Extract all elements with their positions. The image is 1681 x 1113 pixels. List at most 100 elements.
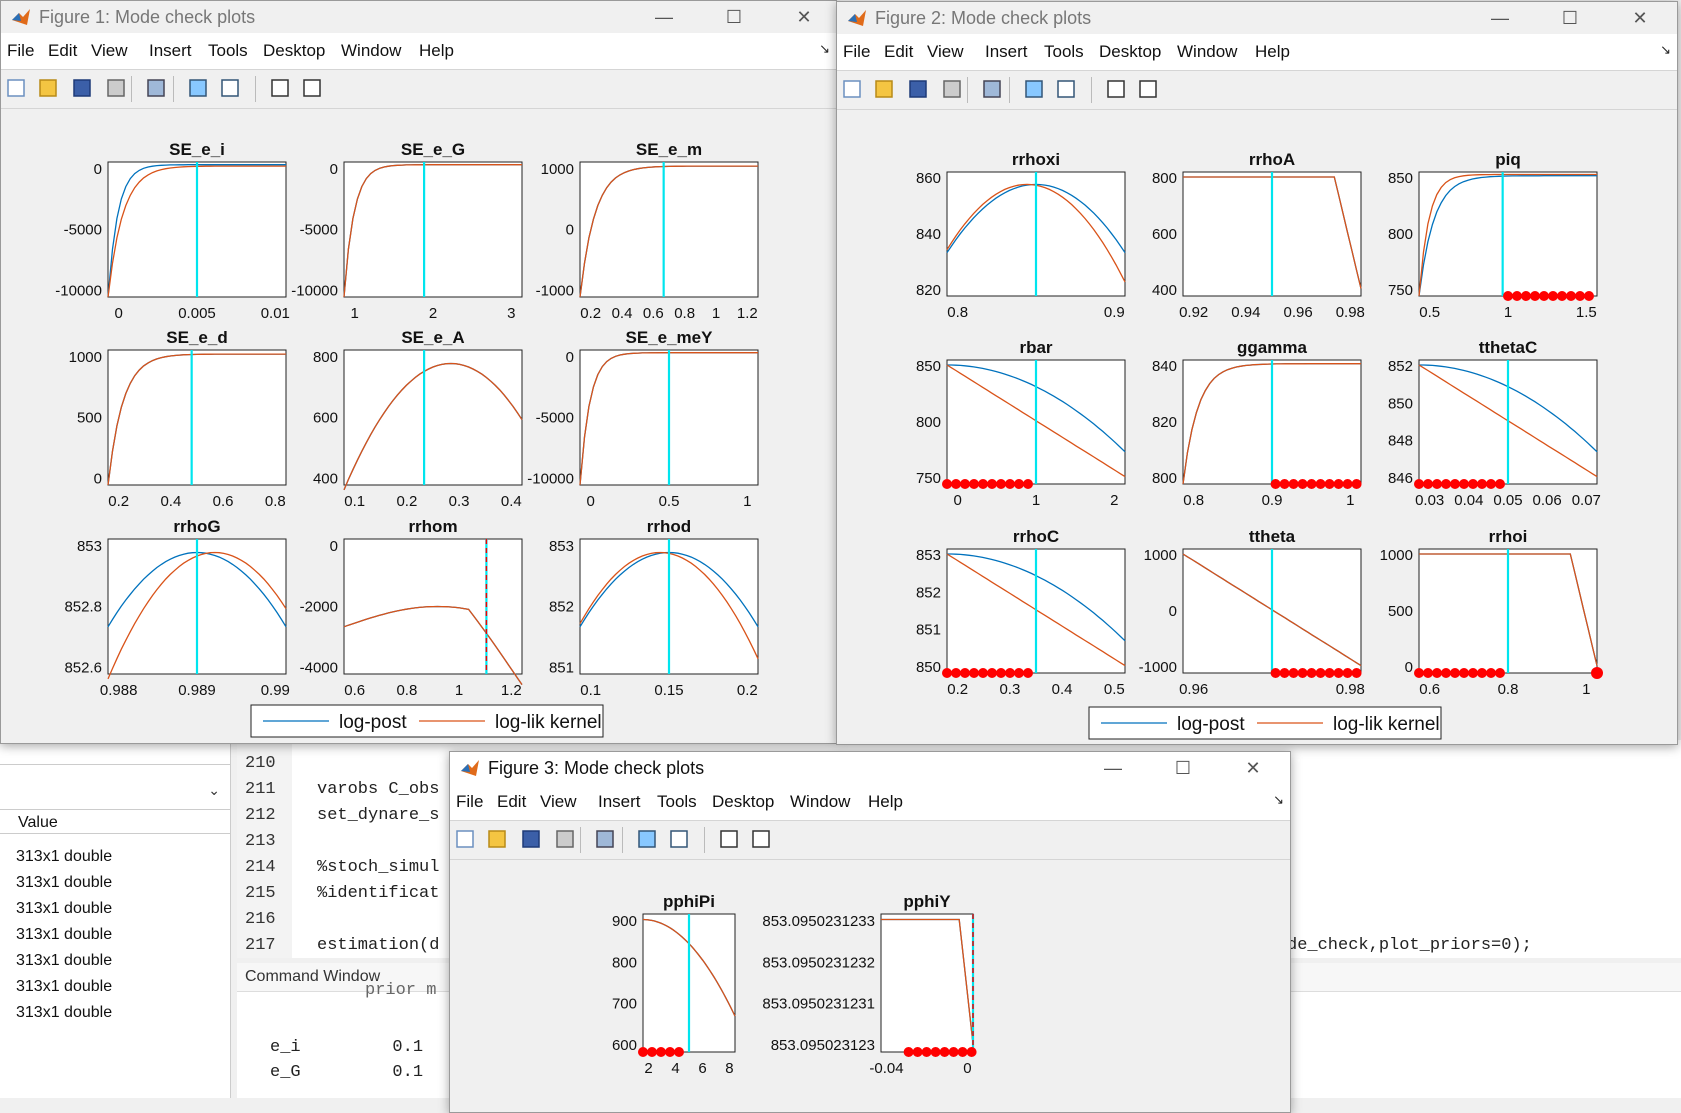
subplot-rrhoxi[interactable]: rrhoxi 0.8 0.9 860 840 820 [916,150,1126,321]
menu-tools[interactable]: Tools [657,792,697,811]
title-bar[interactable]: Figure 3: Mode check plots — ☐ ✕ [450,752,1290,784]
colorbar-icon[interactable] [1023,78,1045,100]
link-plot-icon[interactable] [145,77,167,99]
save-icon[interactable] [520,828,542,850]
subplot-ttheta[interactable]: ttheta 0.96 0.98 1000 0 -1000 [1139,527,1365,698]
maximize-button[interactable]: ☐ [725,7,743,27]
subplot-rrhom[interactable]: rrhom 0.6 0.8 1 1.2 0 -2000 -4000 [300,517,523,699]
close-button[interactable]: ✕ [1632,8,1648,28]
legend-icon[interactable] [1055,78,1077,100]
dock-icon[interactable]: ↘ [1273,792,1284,807]
subplot-SE_e_i[interactable]: SE_e_i 0 0.005 0.01 0 -5000 -10000 [55,140,290,322]
menu-desktop[interactable]: Desktop [1099,42,1162,61]
menu-view[interactable]: View [540,792,577,811]
subplot-pphiY[interactable]: pphiY -0.04 0 853.0950231233 853.0950231232 8… [762,892,977,1077]
property-inspector-icon[interactable] [301,77,323,99]
subplot-rbar[interactable]: rbar 0 1 2 850 800 750 [916,338,1126,509]
menu-view[interactable]: View [927,42,964,61]
menu-tools[interactable]: Tools [1044,42,1084,61]
code-line[interactable]: estimation(d [317,936,440,955]
maximize-button[interactable]: ☐ [1174,758,1192,778]
code-line[interactable]: %identificat [317,884,440,903]
subplot-piq[interactable]: piq 0.5 1 1.5 850 800 750 [1388,150,1598,321]
save-icon[interactable] [907,78,929,100]
workspace-column-value[interactable]: Value [0,809,230,834]
menu-edit[interactable]: Edit [884,42,914,61]
title-bar[interactable]: Figure 2: Mode check plots — ☐ ✕ [837,2,1677,34]
menu-insert[interactable]: Insert [149,41,192,60]
open-file-icon[interactable] [37,77,59,99]
workspace-value[interactable]: 313x1 double [16,952,113,969]
title-bar[interactable]: Figure 1: Mode check plots — ☐ ✕ [1,1,836,33]
menu-window[interactable]: Window [1177,42,1238,61]
workspace-value[interactable]: 313x1 double [16,1004,113,1021]
workspace-value[interactable]: 313x1 double [16,900,113,917]
link-plot-icon[interactable] [981,78,1003,100]
link-plot-icon[interactable] [594,828,616,850]
menu-help[interactable]: Help [868,792,903,811]
subplot-ggamma[interactable]: ggamma 0.8 0.9 1 840 820 800 [1152,338,1362,509]
close-button[interactable]: ✕ [796,7,812,27]
subplot-rrhod[interactable]: rrhod 0.1 0.15 0.2 853 852 851 [549,517,759,699]
menu-insert[interactable]: Insert [598,792,641,811]
code-line[interactable]: %stoch_simul [317,858,440,877]
code-line[interactable]: varobs C_obs [317,780,440,799]
dock-icon[interactable]: ↘ [1660,42,1671,57]
menu-file[interactable]: File [7,41,35,60]
figure-2-window[interactable]: Figure 2: Mode check plots — ☐ ✕ File Edi… [836,1,1678,745]
menu-edit[interactable]: Edit [48,41,78,60]
menu-insert[interactable]: Insert [985,42,1028,61]
print-icon[interactable] [105,77,127,99]
dock-icon[interactable]: ↘ [819,41,830,56]
menu-view[interactable]: View [91,41,128,60]
legend[interactable]: log-post log-lik kernel [1088,706,1442,740]
print-icon[interactable] [941,78,963,100]
subplot-rrhoC[interactable]: rrhoC 0.2 0.3 0.4 0.5 853 852 851 850 [916,527,1126,698]
menu-help[interactable]: Help [1255,42,1290,61]
figure-3-window[interactable]: Figure 3: Mode check plots — ☐ ✕ File Edi… [449,751,1291,1113]
figure-1-window[interactable]: Figure 1: Mode check plots — ☐ ✕ File Edi… [0,0,837,744]
property-inspector-icon[interactable] [750,828,772,850]
menu-file[interactable]: File [843,42,871,61]
new-figure-icon[interactable] [5,77,27,99]
subplot-SE_e_m[interactable]: SE_e_m 0.2 0.4 0.6 0.8 1 1.2 1000 0 -1000 [536,140,759,322]
property-inspector-icon[interactable] [1137,78,1159,100]
workspace-value[interactable]: 313x1 double [16,874,113,891]
menu-desktop[interactable]: Desktop [712,792,775,811]
workspace-value[interactable]: 313x1 double [16,978,113,995]
save-icon[interactable] [71,77,93,99]
subplot-pphiPi[interactable]: pphiPi 2 4 6 8 900 800 700 600 [612,892,736,1077]
legend[interactable]: log-post log-lik kernel [250,704,604,738]
chevron-down-icon[interactable]: ⌄ [208,782,220,798]
code-line-tail[interactable]: de_check,plot_priors=0); [1287,936,1532,955]
edit-plot-icon[interactable] [269,77,291,99]
close-button[interactable]: ✕ [1245,758,1261,778]
menu-file[interactable]: File [456,792,484,811]
legend-icon[interactable] [668,828,690,850]
print-icon[interactable] [554,828,576,850]
edit-plot-icon[interactable] [718,828,740,850]
new-figure-icon[interactable] [841,78,863,100]
subplot-SE_e_G[interactable]: SE_e_G 1 2 3 0 -5000 -10000 [291,140,523,322]
subplot-tthetaC[interactable]: tthetaC 0.03 0.04 0.05 0.06 0.07 852 850 848 846 [1388,338,1601,509]
edit-plot-icon[interactable] [1105,78,1127,100]
subplot-rrhoA[interactable]: rrhoA 0.92 0.94 0.96 0.98 800 600 400 [1152,150,1365,321]
open-file-icon[interactable] [486,828,508,850]
colorbar-icon[interactable] [187,77,209,99]
subplot-SE_e_d[interactable]: SE_e_d 0.2 0.4 0.6 0.8 1000 500 0 [69,328,287,510]
menu-edit[interactable]: Edit [497,792,527,811]
minimize-button[interactable]: — [1491,8,1509,28]
menu-desktop[interactable]: Desktop [263,41,326,60]
code-line[interactable]: set_dynare_s [317,806,440,825]
subplot-rrhoi[interactable]: rrhoi 0.6 0.8 1 1000 500 0 [1380,527,1603,698]
subplot-SE_e_A[interactable]: SE_e_A 0.1 0.2 0.3 0.4 800 600 400 [313,328,523,510]
subplot-SE_e_meY[interactable]: SE_e_meY 0 0.5 1 0 -5000 -10000 [527,328,759,510]
legend-icon[interactable] [219,77,241,99]
new-figure-icon[interactable] [454,828,476,850]
colorbar-icon[interactable] [636,828,658,850]
workspace-value[interactable]: 313x1 double [16,926,113,943]
minimize-button[interactable]: — [655,7,673,27]
minimize-button[interactable]: — [1104,758,1122,778]
menu-help[interactable]: Help [419,41,454,60]
menu-tools[interactable]: Tools [208,41,248,60]
